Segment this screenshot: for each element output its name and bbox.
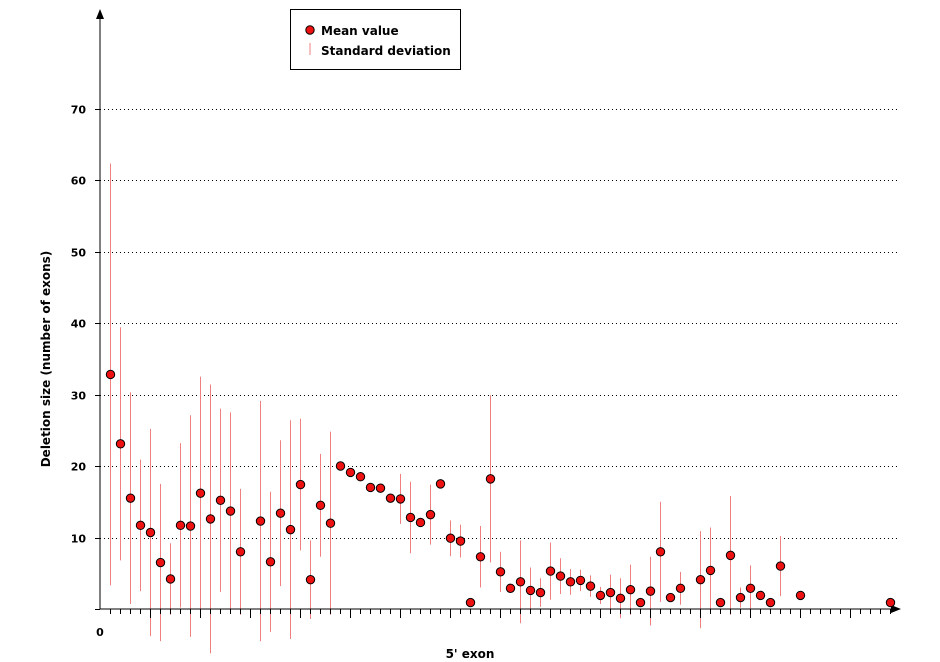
y-tick-label-30: 30 <box>71 390 87 403</box>
mean-point-79 <box>885 597 896 608</box>
y-ticks: 10 20 30 40 50 60 70 <box>71 104 100 610</box>
mean-point-21 <box>305 574 316 585</box>
mean-point-51 <box>605 587 616 598</box>
mean-point-65 <box>745 583 756 593</box>
mean-point-19 <box>285 524 296 535</box>
mean-point-6 <box>155 557 166 568</box>
grid-lines <box>100 109 900 539</box>
x-axis-title: 5' exon <box>446 647 495 661</box>
mean-point-38 <box>475 552 486 562</box>
x-ticks <box>110 609 891 618</box>
y-axis-title: Deletion size (number of exons) <box>39 251 53 468</box>
mean-point-55 <box>645 586 656 596</box>
mean-point-7 <box>165 574 176 584</box>
mean-point-61 <box>705 565 716 576</box>
mean-point-16 <box>255 516 266 526</box>
mean-point-58 <box>675 583 686 593</box>
mean-point-52 <box>615 593 626 603</box>
mean-point-66 <box>755 590 766 601</box>
mean-point-9 <box>185 521 196 531</box>
mean-point-32 <box>415 517 426 528</box>
mean-point-4 <box>135 520 146 531</box>
mean-point-12 <box>215 495 226 506</box>
mean-point-1 <box>105 369 116 380</box>
mean-point-49 <box>585 581 596 591</box>
mean-point-23 <box>325 518 336 528</box>
mean-point-40 <box>495 567 506 577</box>
mean-point-48 <box>575 575 586 586</box>
y-tick-label-50: 50 <box>71 247 87 260</box>
mean-point-25 <box>345 467 356 478</box>
mean-point-57 <box>665 592 676 603</box>
mean-point-17 <box>265 557 276 567</box>
mean-point-41 <box>505 583 516 593</box>
legend-box <box>290 9 461 70</box>
y-tick-label-40: 40 <box>71 318 87 331</box>
legend-mean-label: Mean value <box>321 24 399 38</box>
mean-point-62 <box>715 597 726 608</box>
mean-point-14 <box>235 547 246 557</box>
data-points <box>105 369 896 608</box>
legend-sd-label: Standard deviation <box>321 44 451 58</box>
mean-point-26 <box>355 472 366 482</box>
x-tick-label-0: 0 <box>96 626 104 639</box>
mean-point-2 <box>115 439 126 449</box>
mean-point-30 <box>395 494 406 504</box>
mean-point-13 <box>225 506 236 516</box>
y-tick-label-20: 20 <box>71 461 87 474</box>
mean-point-42 <box>515 577 526 587</box>
mean-point-24 <box>335 461 346 471</box>
mean-point-53 <box>625 584 636 595</box>
mean-point-68 <box>775 561 786 571</box>
mean-point-33 <box>425 509 436 520</box>
mean-point-63 <box>725 550 736 561</box>
mean-point-31 <box>405 512 416 523</box>
mean-point-3 <box>125 493 136 503</box>
mean-point-22 <box>315 500 326 511</box>
mean-point-60 <box>695 574 706 585</box>
mean-point-10 <box>195 488 206 498</box>
mean-point-37 <box>465 597 476 608</box>
mean-point-46 <box>555 571 566 581</box>
axes <box>96 9 901 613</box>
y-tick-label-70: 70 <box>71 104 87 117</box>
y-tick-label-60: 60 <box>71 175 87 188</box>
mean-point-44 <box>535 587 546 598</box>
mean-point-8 <box>175 520 186 531</box>
mean-point-50 <box>595 590 606 601</box>
mean-point-45 <box>545 566 556 576</box>
x-axis-arrow <box>891 605 901 613</box>
mean-point-54 <box>635 597 646 608</box>
mean-point-39 <box>485 474 496 484</box>
mean-point-20 <box>295 479 306 490</box>
mean-point-43 <box>525 585 536 596</box>
mean-point-67 <box>765 597 776 608</box>
mean-point-34 <box>435 479 446 489</box>
mean-point-35 <box>445 533 456 543</box>
error-bars <box>110 163 781 654</box>
mean-point-70 <box>795 590 806 601</box>
mean-point-11 <box>205 514 216 524</box>
mean-point-56 <box>655 547 666 557</box>
y-axis-arrow <box>96 9 104 19</box>
mean-point-27 <box>365 482 376 493</box>
mean-point-64 <box>735 592 746 603</box>
mean-point-18 <box>275 508 286 518</box>
legend: Mean value Standard deviation <box>290 9 461 70</box>
y-tick-label-10: 10 <box>71 533 87 546</box>
legend-mean-marker <box>305 25 315 35</box>
mean-point-29 <box>385 493 396 503</box>
mean-point-28 <box>375 483 386 493</box>
mean-point-5 <box>145 527 156 538</box>
mean-point-47 <box>565 577 576 587</box>
mean-point-36 <box>455 536 466 546</box>
